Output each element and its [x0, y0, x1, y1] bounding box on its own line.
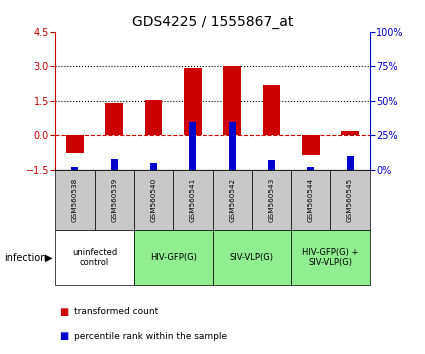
Bar	[184, 68, 202, 135]
Text: HIV-GFP(G): HIV-GFP(G)	[150, 253, 197, 262]
Text: GSM560539: GSM560539	[111, 178, 117, 222]
Text: ■: ■	[60, 331, 69, 341]
Bar	[268, 160, 275, 170]
Bar	[302, 135, 320, 155]
Text: ▶: ▶	[45, 252, 53, 263]
Bar	[341, 131, 359, 135]
Bar	[66, 135, 84, 153]
Text: percentile rank within the sample: percentile rank within the sample	[74, 332, 227, 341]
Bar	[229, 122, 236, 170]
Text: uninfected
control: uninfected control	[72, 248, 117, 267]
Bar	[223, 66, 241, 135]
Text: GSM560541: GSM560541	[190, 178, 196, 222]
Bar	[110, 159, 118, 170]
Text: HIV-GFP(G) +
SIV-VLP(G): HIV-GFP(G) + SIV-VLP(G)	[302, 248, 359, 267]
Text: GSM560544: GSM560544	[308, 178, 314, 222]
Text: GSM560545: GSM560545	[347, 178, 353, 222]
Bar	[263, 85, 280, 135]
Bar	[71, 167, 79, 170]
Bar	[189, 122, 196, 170]
Text: ■: ■	[60, 307, 69, 316]
Text: GSM560540: GSM560540	[150, 178, 156, 222]
Bar	[150, 163, 157, 170]
Text: transformed count: transformed count	[74, 307, 159, 316]
Bar	[105, 103, 123, 135]
Text: GSM560542: GSM560542	[229, 178, 235, 222]
Title: GDS4225 / 1555867_at: GDS4225 / 1555867_at	[132, 16, 293, 29]
Bar	[346, 156, 354, 170]
Text: infection: infection	[4, 252, 47, 263]
Text: GSM560543: GSM560543	[269, 178, 275, 222]
Text: GSM560538: GSM560538	[72, 178, 78, 222]
Bar	[144, 100, 162, 135]
Text: SIV-VLP(G): SIV-VLP(G)	[230, 253, 274, 262]
Bar	[307, 167, 314, 170]
